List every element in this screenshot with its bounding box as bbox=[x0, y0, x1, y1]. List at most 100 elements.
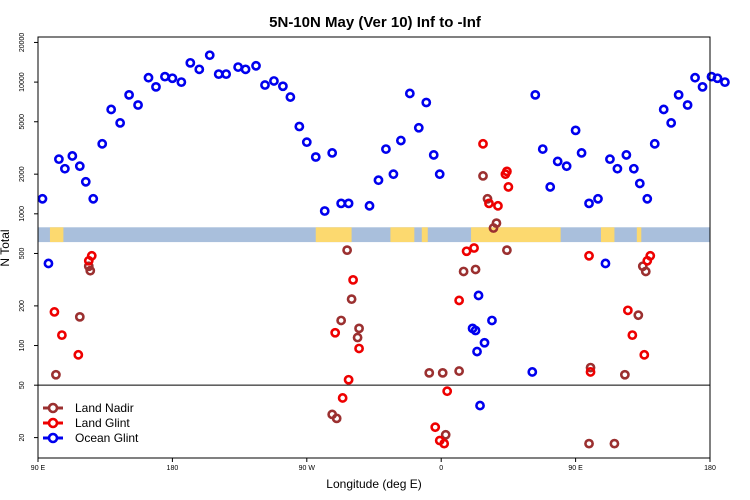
point-land-nadir bbox=[352, 332, 363, 343]
data-points bbox=[37, 50, 730, 449]
point-ocean-glint bbox=[584, 198, 594, 209]
point-ocean-glint bbox=[530, 89, 541, 100]
series-land-glint bbox=[49, 138, 656, 449]
point-ocean-glint bbox=[176, 77, 187, 88]
series-land-nadir bbox=[51, 171, 651, 449]
point-ocean-glint bbox=[487, 315, 497, 326]
point-land-nadir bbox=[440, 429, 451, 440]
point-ocean-glint bbox=[712, 73, 723, 84]
point-ocean-glint bbox=[612, 163, 623, 174]
point-land-glint bbox=[645, 250, 656, 261]
point-land-glint bbox=[484, 198, 494, 209]
point-ocean-glint bbox=[143, 72, 154, 83]
point-ocean-glint bbox=[221, 69, 232, 80]
point-ocean-glint bbox=[434, 169, 445, 180]
point-land-nadir bbox=[619, 369, 630, 380]
land-segment bbox=[636, 227, 642, 243]
y-tick-label: 10000 bbox=[19, 72, 26, 92]
legend-marker-land-glint bbox=[47, 417, 59, 429]
point-ocean-glint bbox=[682, 100, 693, 110]
point-land-nadir bbox=[354, 323, 364, 334]
point-ocean-glint bbox=[54, 154, 64, 165]
legend-marker-ocean-glint bbox=[47, 432, 59, 444]
point-land-nadir bbox=[336, 315, 347, 326]
point-ocean-glint bbox=[319, 206, 330, 216]
point-ocean-glint bbox=[194, 64, 205, 75]
point-ocean-glint bbox=[37, 193, 48, 204]
point-land-nadir bbox=[346, 294, 357, 305]
point-land-glint bbox=[478, 138, 488, 149]
y-tick-label: 1000 bbox=[19, 206, 26, 222]
point-land-glint bbox=[461, 246, 472, 257]
y-tick-label: 2000 bbox=[19, 166, 26, 182]
point-ocean-glint bbox=[527, 367, 538, 377]
point-ocean-glint bbox=[470, 325, 481, 336]
point-land-nadir bbox=[458, 266, 469, 277]
point-land-glint bbox=[73, 349, 84, 360]
point-land-glint bbox=[469, 243, 479, 253]
point-land-nadir bbox=[437, 367, 448, 378]
point-ocean-glint bbox=[133, 100, 143, 110]
point-ocean-glint bbox=[621, 150, 632, 160]
point-ocean-glint bbox=[666, 118, 677, 128]
point-land-nadir bbox=[83, 261, 94, 272]
point-ocean-glint bbox=[479, 337, 490, 348]
point-land-glint bbox=[442, 386, 453, 397]
plot-frame bbox=[37, 36, 711, 459]
x-tick-label: 180 bbox=[167, 465, 179, 472]
point-ocean-glint bbox=[628, 163, 639, 174]
point-ocean-glint bbox=[106, 104, 117, 115]
land-segment bbox=[600, 227, 615, 243]
point-land-nadir bbox=[424, 367, 435, 378]
point-ocean-glint bbox=[605, 154, 615, 165]
point-ocean-glint bbox=[413, 122, 424, 133]
point-ocean-glint bbox=[260, 80, 270, 90]
point-ocean-glint bbox=[160, 71, 170, 82]
point-ocean-glint bbox=[310, 152, 321, 162]
legend-label-ocean-glint: Ocean Glint bbox=[75, 431, 139, 445]
point-ocean-glint bbox=[475, 400, 485, 411]
point-land-nadir bbox=[342, 245, 353, 256]
point-ocean-glint bbox=[80, 176, 91, 187]
land-segment bbox=[49, 227, 64, 243]
point-land-nadir bbox=[478, 171, 488, 181]
x-tick-label: 90 W bbox=[299, 465, 316, 472]
point-ocean-glint bbox=[59, 163, 70, 174]
point-ocean-glint bbox=[473, 290, 484, 301]
point-land-glint bbox=[622, 305, 633, 316]
y-tick-label: 20 bbox=[19, 434, 26, 442]
point-ocean-glint bbox=[364, 200, 375, 211]
point-ocean-glint bbox=[388, 169, 399, 180]
point-land-nadir bbox=[584, 438, 594, 449]
y-tick-label: 200 bbox=[19, 300, 26, 312]
point-ocean-glint bbox=[658, 104, 669, 115]
x-axis-label: Longitude (deg E) bbox=[326, 477, 421, 491]
point-land-nadir bbox=[609, 438, 620, 449]
point-ocean-glint bbox=[301, 137, 312, 148]
point-ocean-glint bbox=[204, 50, 215, 61]
point-land-nadir bbox=[633, 310, 644, 321]
point-ocean-glint bbox=[472, 346, 482, 357]
point-land-glint bbox=[439, 438, 450, 449]
point-land-glint bbox=[56, 330, 67, 341]
point-ocean-glint bbox=[167, 73, 178, 84]
point-ocean-glint bbox=[576, 148, 587, 158]
point-land-glint bbox=[343, 374, 354, 385]
point-ocean-glint bbox=[561, 161, 572, 172]
x-axis: 90 E 180 90 W 0 90 E 180 bbox=[31, 458, 716, 472]
point-land-nadir bbox=[482, 193, 493, 204]
point-land-nadir bbox=[585, 362, 596, 373]
point-ocean-glint bbox=[294, 121, 305, 132]
x-tick-label: 180 bbox=[704, 465, 716, 472]
point-land-glint bbox=[639, 349, 650, 360]
x-tick-label: 90 E bbox=[568, 465, 583, 472]
point-ocean-glint bbox=[97, 138, 108, 149]
point-land-glint bbox=[354, 343, 364, 354]
point-land-nadir bbox=[85, 265, 96, 276]
point-ocean-glint bbox=[43, 258, 54, 269]
y-tick-label: 100 bbox=[19, 340, 26, 352]
point-ocean-glint bbox=[373, 175, 384, 186]
point-land-glint bbox=[493, 200, 503, 211]
